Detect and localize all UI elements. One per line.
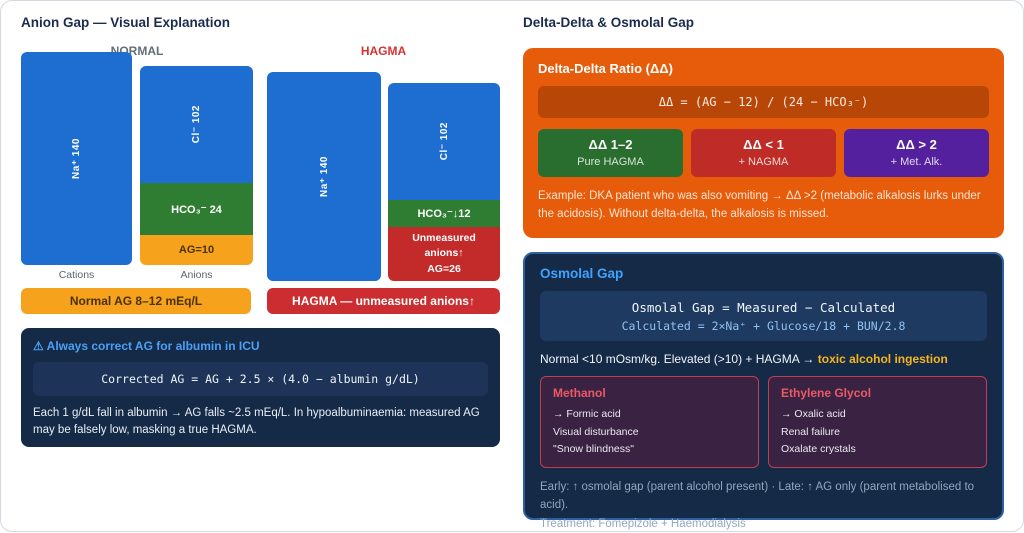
pill-nagma-label: + NAGMA xyxy=(738,156,789,168)
hagma-na-label: Na⁺ 140 xyxy=(318,155,330,198)
pill-nagma: ΔΔ < 1 + NAGMA xyxy=(691,129,836,177)
normal-ag-label: AG=10 xyxy=(178,244,215,256)
osmolal-normal-prefix: Normal <10 mOsm/kg. Elevated (>10) + HAG… xyxy=(540,352,818,366)
osmolal-gap-card: Osmolal Gap Osmolal Gap = Measured − Cal… xyxy=(523,252,1004,530)
osmolal-footer: Early: ↑ osmolal gap (parent alcohol pre… xyxy=(540,478,987,533)
hagma-cl-label: Cl⁻ 102 xyxy=(438,122,450,161)
normal-ag-segment: AG=10 xyxy=(140,235,253,265)
hagma-na-label-wrap: Na⁺ 140 xyxy=(267,72,381,281)
methanol-line-3: "Snow blindness" xyxy=(553,443,635,456)
left-panel-title: Anion Gap — Visual Explanation xyxy=(21,15,231,30)
osmolal-formula-box: Osmolal Gap = Measured − Calculated Calc… xyxy=(540,291,987,341)
osmolal-footer-line1: Early: ↑ osmolal gap (parent alcohol pre… xyxy=(540,480,975,512)
normal-na-label-wrap: Na⁺ 140 xyxy=(21,52,132,265)
cations-axis-label: Cations xyxy=(58,269,95,281)
osmolal-normal-text: Normal <10 mOsm/kg. Elevated (>10) + HAG… xyxy=(540,352,987,366)
ethylene-glycol-line-3: Oxalate crystals xyxy=(781,443,856,456)
unmeasured-line-1: Unmeasured xyxy=(412,232,476,245)
corrected-ag-formula: Corrected AG = AG + 2.5 × (4.0 − albumin… xyxy=(33,362,488,396)
normal-cl-segment: Cl⁻ 102 xyxy=(140,66,253,183)
albumin-correction-card: ⚠ Always correct AG for albumin in ICU C… xyxy=(21,328,500,447)
delta-delta-card: Delta-Delta Ratio (ΔΔ) ΔΔ = (AG − 12) / … xyxy=(523,48,1004,238)
toxin-cards-row: Methanol → Formic acid Visual disturbanc… xyxy=(540,376,987,468)
albumin-card-heading: ⚠ Always correct AG for albumin in ICU xyxy=(33,339,260,353)
unmeasured-line-2: anions↑ xyxy=(424,247,464,260)
pill-pure-hagma-label: Pure HAGMA xyxy=(577,156,644,168)
anions-axis-label: Anions xyxy=(180,269,213,281)
delta-delta-formula: ΔΔ = (AG − 12) / (24 − HCO₃⁻) xyxy=(538,86,989,118)
hagma-unmeasured-label: Unmeasured anions↑ AG=26 xyxy=(388,227,500,281)
normal-hco3-segment: HCO₃⁻ 24 xyxy=(140,183,253,235)
hagma-cl-segment: Cl⁻ 102 xyxy=(388,83,500,200)
normal-cl-label: Cl⁻ 102 xyxy=(191,105,202,144)
hagma-anion-bar: Cl⁻ 102 HCO₃⁻↓12 Unmeasured anions↑ AG=2… xyxy=(388,83,500,281)
hagma-cl-label-wrap: Cl⁻ 102 xyxy=(388,83,500,200)
methanol-card: Methanol → Formic acid Visual disturbanc… xyxy=(540,376,759,468)
hagma-hco3-label: HCO₃⁻↓12 xyxy=(417,208,471,220)
delta-pills-row: ΔΔ 1–2 Pure HAGMA ΔΔ < 1 + NAGMA ΔΔ > 2 … xyxy=(538,129,989,177)
osmolal-footer-line2: Treatment: Fomepizole + Haemodialysis xyxy=(540,517,746,530)
ethylene-glycol-line-2: Renal failure xyxy=(781,425,840,438)
osmolal-card-heading: Osmolal Gap xyxy=(540,266,624,281)
methanol-line-1: → Formic acid xyxy=(553,408,621,420)
osmolal-formula-line1: Osmolal Gap = Measured − Calculated xyxy=(631,300,896,315)
hagma-group-label: HAGMA xyxy=(360,44,407,58)
normal-hco3-label: HCO₃⁻ 24 xyxy=(171,203,222,216)
normal-cation-bar: Na⁺ 140 xyxy=(21,52,132,265)
normal-cl-label-wrap: Cl⁻ 102 xyxy=(140,66,253,183)
hagma-unmeasured-segment: Unmeasured anions↑ AG=26 xyxy=(388,227,500,281)
pill-met-alk-label: + Met. Alk. xyxy=(890,156,943,168)
toxic-alcohol-highlight: toxic alcohol ingestion xyxy=(817,352,948,366)
pill-pure-hagma-value: ΔΔ 1–2 xyxy=(588,137,633,152)
right-panel-title: Delta-Delta & Osmolal Gap xyxy=(523,15,695,30)
hagma-cation-bar: Na⁺ 140 xyxy=(267,72,381,281)
delta-example-text: Example: DKA patient who was also vomiti… xyxy=(538,190,981,220)
unmeasured-line-3: AG=26 xyxy=(427,262,461,275)
pill-pure-hagma: ΔΔ 1–2 Pure HAGMA xyxy=(538,129,683,177)
pill-met-alk: ΔΔ > 2 + Met. Alk. xyxy=(844,129,989,177)
ethylene-glycol-card: Ethylene Glycol → Oxalic acid Renal fail… xyxy=(768,376,987,468)
hagma-banner: HAGMA — unmeasured anions↑ xyxy=(267,288,500,314)
pill-nagma-value: ΔΔ < 1 xyxy=(743,137,784,152)
methanol-line-2: Visual disturbance xyxy=(553,425,639,438)
albumin-card-body: Each 1 g/dL fall in albumin → AG falls ~… xyxy=(33,407,480,437)
methanol-heading: Methanol xyxy=(553,386,606,400)
ethylene-glycol-line-1: → Oxalic acid xyxy=(781,408,846,420)
normal-na-label: Na⁺ 140 xyxy=(71,137,82,180)
normal-ag-banner: Normal AG 8–12 mEq/L xyxy=(21,288,251,314)
ethylene-glycol-heading: Ethylene Glycol xyxy=(781,386,872,400)
hagma-hco3-segment: HCO₃⁻↓12 xyxy=(388,200,500,227)
osmolal-formula-line2: Calculated = 2×Na⁺ + Glucose/18 + BUN/2.… xyxy=(621,319,906,333)
normal-anion-bar: Cl⁻ 102 HCO₃⁻ 24 AG=10 xyxy=(140,66,253,265)
delta-card-heading: Delta-Delta Ratio (ΔΔ) xyxy=(538,61,673,76)
pill-met-alk-value: ΔΔ > 2 xyxy=(896,137,937,152)
